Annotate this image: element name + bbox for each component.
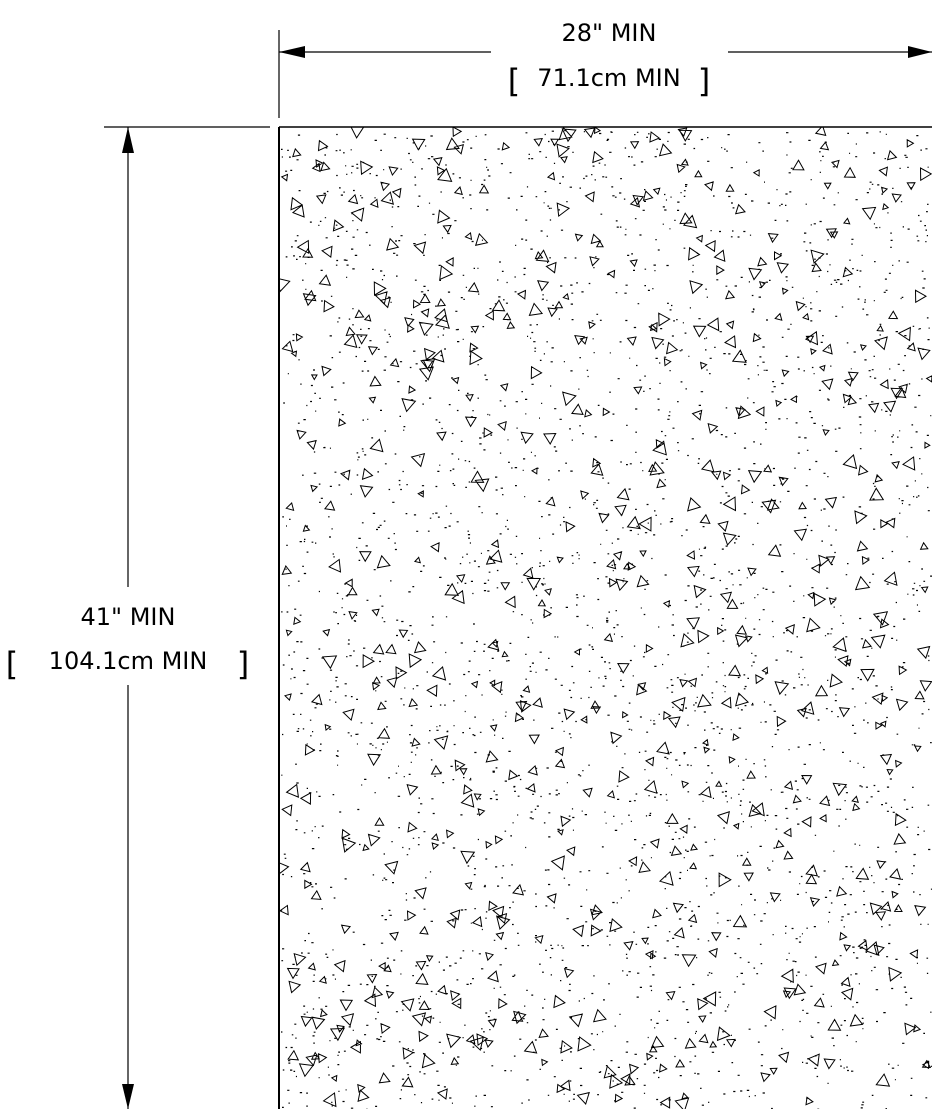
width-metric-bracket-open: [ [508, 62, 520, 100]
height-metric-bracket-close: ] [237, 645, 249, 683]
width-imperial-label: 28" MIN [562, 19, 657, 47]
width-dimension: 28" MIN [ 71.1cm MIN ] [278, 19, 932, 118]
width-metric-bracket-close: ] [698, 62, 710, 100]
hatch-aggregate [279, 127, 932, 1109]
height-arrow-bottom-icon [122, 1084, 134, 1109]
width-arrow-right-icon [908, 46, 932, 58]
concrete-slab [278, 126, 932, 1109]
height-metric-bracket-open: [ [6, 645, 18, 683]
width-arrow-left-icon [279, 46, 305, 58]
height-metric-label: 104.1cm MIN [49, 647, 208, 675]
height-arrow-top-icon [122, 127, 134, 153]
concrete-hatch-pattern [279, 127, 932, 1109]
height-dimension: 41" MIN [ 104.1cm MIN ] [6, 126, 270, 1109]
height-imperial-label: 41" MIN [81, 603, 176, 631]
width-metric-label: 71.1cm MIN [537, 64, 680, 92]
